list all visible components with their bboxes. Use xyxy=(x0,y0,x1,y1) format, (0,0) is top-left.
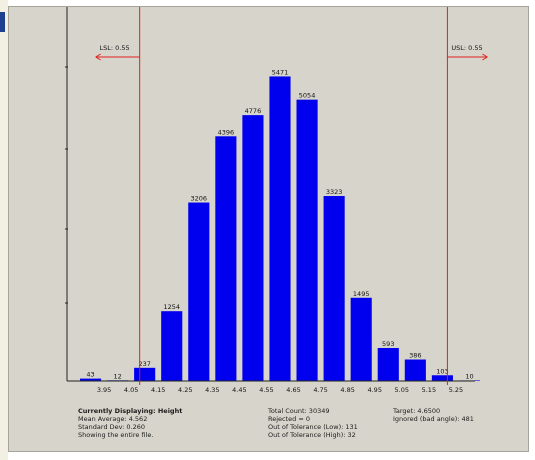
x-tick-label-13: 5.25 xyxy=(449,386,463,394)
bar-13 xyxy=(431,375,453,381)
bar-7 xyxy=(269,76,291,382)
info-stddev: Standard Dev: 0.260 xyxy=(78,423,145,431)
info-rejected: Rejected = 0 xyxy=(268,415,310,423)
usl-label: USL: 0.55 xyxy=(451,44,482,52)
x-tick-label-7: 4.65 xyxy=(286,386,300,394)
x-tick-label-8: 4.75 xyxy=(313,386,327,394)
x-tick-label-1: 4.05 xyxy=(124,386,138,394)
x-tick-label-2: 4.15 xyxy=(151,386,165,394)
bar-label-5: 4396 xyxy=(218,128,235,136)
bar-6 xyxy=(242,115,264,382)
bar-10 xyxy=(350,297,372,381)
bar-label-2: 237 xyxy=(138,360,150,368)
bar-label-1: 12 xyxy=(113,372,121,380)
bar-label-7: 5471 xyxy=(272,68,289,76)
bar-label-11: 593 xyxy=(382,340,394,348)
bar-0 xyxy=(79,378,102,381)
bar-label-10: 1495 xyxy=(353,290,370,298)
bar-label-3: 1254 xyxy=(163,303,180,311)
lsl-label: LSL: 0.55 xyxy=(100,44,130,52)
bar-4 xyxy=(188,202,210,381)
window-accent xyxy=(0,12,5,32)
histogram-panel: 43 12 237 1254 3206 4396 4776 5471 5054 3323 1495 5… xyxy=(8,6,529,452)
bar-2 xyxy=(134,367,156,381)
bar-label-9: 3323 xyxy=(326,188,343,196)
x-tick-label-6: 4.55 xyxy=(259,386,273,394)
info-file: Showing the entire file. xyxy=(78,431,154,439)
bar-12 xyxy=(404,359,426,381)
bar-11 xyxy=(377,347,399,381)
x-tick-label-4: 4.35 xyxy=(205,386,219,394)
bar-3 xyxy=(161,311,183,381)
info-mean: Mean Average: 4.562 xyxy=(78,415,148,423)
usl-arrowhead xyxy=(482,53,488,61)
histogram-chart: 43 12 237 1254 3206 4396 4776 5471 5054 3323 1495 5… xyxy=(65,7,488,394)
info-oot-low: Out of Tolerance (Low): 131 xyxy=(268,423,358,431)
x-tick-label-11: 5.05 xyxy=(395,386,409,394)
lsl-arrowhead xyxy=(95,53,101,61)
info-total: Total Count: 30349 xyxy=(268,407,330,415)
info-heading: Currently Displaying: Height xyxy=(78,407,183,415)
bar-label-4: 3206 xyxy=(191,195,208,203)
bar-8 xyxy=(296,99,318,381)
info-ignored: Ignored (bad angle): 481 xyxy=(393,415,474,423)
bar-label-0: 43 xyxy=(86,371,94,379)
bar-label-14: 10 xyxy=(465,372,473,380)
x-tick-label-9: 4.85 xyxy=(340,386,354,394)
info-target: Target: 4.6500 xyxy=(393,407,441,415)
bar-label-13: 103 xyxy=(436,367,448,375)
x-tick-label-3: 4.25 xyxy=(178,386,192,394)
x-tick-label-5: 4.45 xyxy=(232,386,246,394)
bar-label-12: 386 xyxy=(409,352,421,360)
bar-9 xyxy=(323,196,345,381)
info-oot-high: Out of Tolerance (High): 32 xyxy=(268,431,356,439)
x-tick-label-10: 4.95 xyxy=(367,386,381,394)
window-edge xyxy=(0,0,8,460)
bar-label-8: 5054 xyxy=(299,92,316,100)
x-tick-label-0: 3.95 xyxy=(97,386,111,394)
x-tick-label-12: 5.15 xyxy=(422,386,436,394)
bar-label-6: 4776 xyxy=(245,107,262,115)
bar-5 xyxy=(215,136,237,381)
